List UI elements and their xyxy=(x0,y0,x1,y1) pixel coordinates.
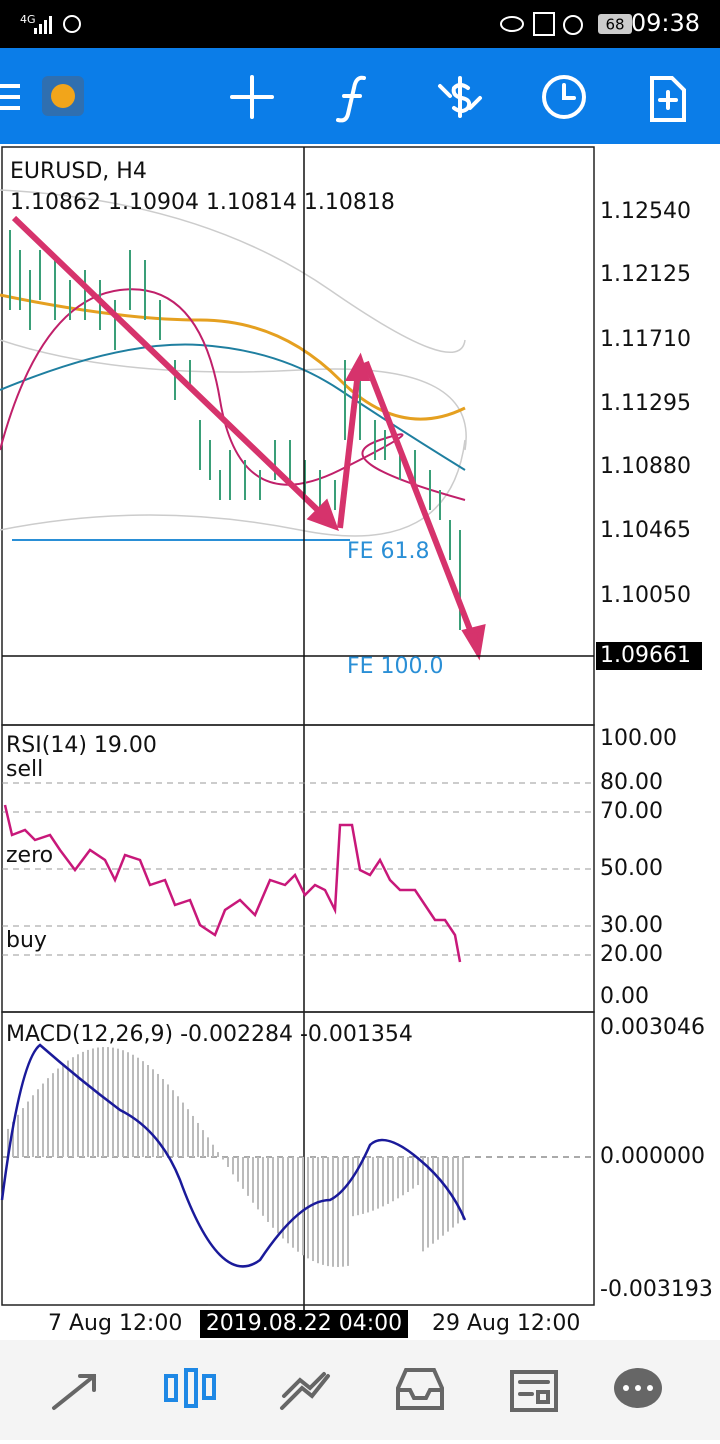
crosshair-button[interactable] xyxy=(230,75,274,119)
axis-label: 100.00 xyxy=(600,726,677,751)
cursor-time: 2019.08.22 04:00 xyxy=(206,1311,402,1336)
rsi-line xyxy=(3,804,462,963)
new-order-button[interactable] xyxy=(650,76,686,122)
fe-label: FE 61.8 xyxy=(347,539,430,564)
axis-label: -0.003193 xyxy=(600,1277,713,1302)
symbols-button[interactable] xyxy=(438,76,482,118)
level-label: buy xyxy=(6,928,47,953)
axis-label: 20.00 xyxy=(600,942,663,967)
battery: 68 xyxy=(605,16,624,34)
time-label: 29 Aug 12:00 xyxy=(432,1311,580,1336)
level-label: sell xyxy=(6,757,43,782)
axis-label: 0.00 xyxy=(600,984,649,1009)
axis-label: 1.10880 xyxy=(600,454,691,479)
axis-label: 1.10050 xyxy=(600,583,691,608)
macd-signal xyxy=(0,1043,467,1268)
cursor-time-box xyxy=(200,1310,408,1338)
symbol: EURUSD, H4 xyxy=(10,159,147,184)
trend-arrows xyxy=(11,215,486,661)
axis-label: 0.000000 xyxy=(600,1144,705,1169)
fe-label: FE 100.0 xyxy=(347,654,444,679)
axis-label: 1.12540 xyxy=(600,199,691,224)
macd-histogram xyxy=(7,1047,464,1267)
app-logo-mark xyxy=(51,84,75,108)
axis-label: 1.12125 xyxy=(600,262,691,287)
indicators-button[interactable] xyxy=(336,75,366,123)
price-indicators xyxy=(0,189,467,537)
clock: 09:38 xyxy=(631,9,700,37)
news-tab[interactable] xyxy=(510,1370,558,1412)
trade-tab[interactable] xyxy=(280,1372,330,1410)
signal-icon xyxy=(34,16,52,34)
bottom-nav xyxy=(0,1340,720,1440)
network: 4G xyxy=(20,13,36,26)
axis-label: 50.00 xyxy=(600,856,663,881)
axis-label: 1.11710 xyxy=(600,327,691,352)
axis-label: 0.003046 xyxy=(600,1015,705,1040)
macd-title: MACD(12,26,9) -0.002284 -0.001354 xyxy=(6,1022,413,1047)
axis-label: 70.00 xyxy=(600,799,663,824)
ohlc: 1.10862 1.10904 1.10814 1.10818 xyxy=(10,190,395,215)
notify-icon xyxy=(63,15,81,33)
macd-panel xyxy=(1,1011,595,1306)
rsi-levels xyxy=(2,782,594,956)
axis-label: 1.10465 xyxy=(600,518,691,543)
time-label: 7 Aug 12:00 xyxy=(48,1311,182,1336)
current-price: 1.09661 xyxy=(600,643,691,668)
chat-tab[interactable] xyxy=(614,1368,662,1408)
axis-label: 30.00 xyxy=(600,913,663,938)
chart-tab[interactable] xyxy=(164,1368,216,1408)
level-label: zero xyxy=(6,843,53,868)
status-icons xyxy=(500,12,583,36)
axis-label: 1.11295 xyxy=(600,391,691,416)
timeframe-button[interactable] xyxy=(542,75,586,119)
candles xyxy=(9,230,461,630)
history-tab[interactable] xyxy=(396,1368,444,1410)
axis-label: 80.00 xyxy=(600,770,663,795)
battery-icon xyxy=(598,14,632,34)
price-panel xyxy=(1,146,595,726)
current-price-box xyxy=(596,642,702,670)
quotes-tab[interactable] xyxy=(52,1374,96,1410)
rsi-title: RSI(14) 19.00 xyxy=(6,733,157,758)
menu-button[interactable] xyxy=(0,84,20,110)
